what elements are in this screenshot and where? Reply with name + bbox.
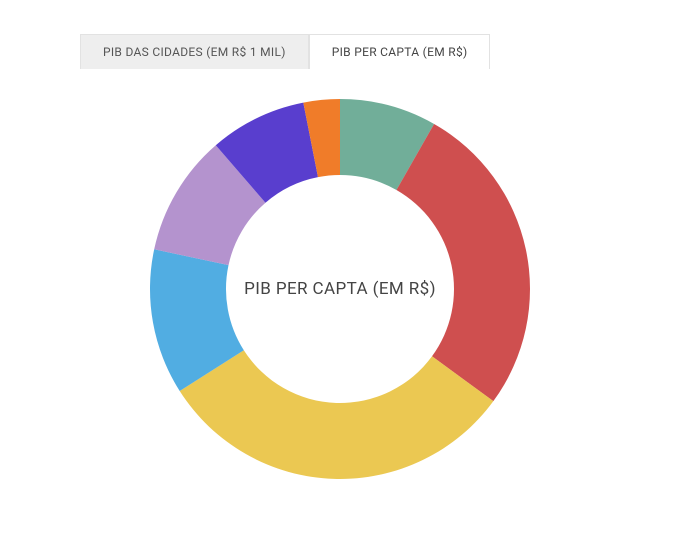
donut-chart: PIB PER CAPTA (EM R$) [0,69,680,509]
tab-pib-per-capta[interactable]: PIB PER CAPTA (EM R$) [309,34,491,69]
donut-svg [140,89,540,489]
tabs: PIB DAS CIDADES (EM R$ 1 MIL) PIB PER CA… [80,34,680,69]
donut-segment[interactable] [180,350,494,479]
tab-pib-cidades[interactable]: PIB DAS CIDADES (EM R$ 1 MIL) [80,34,309,69]
donut-segment[interactable] [396,124,530,401]
